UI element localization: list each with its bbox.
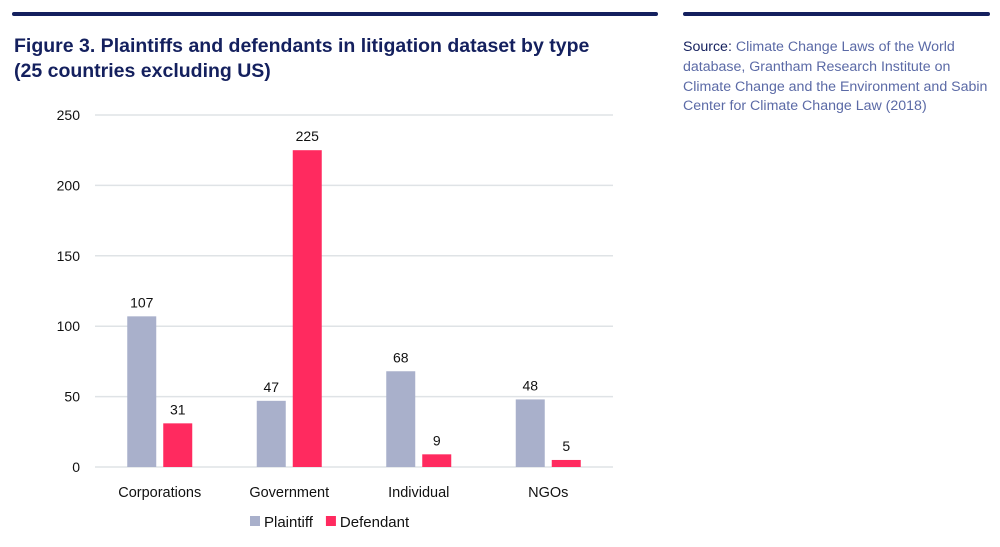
bar-defendant (422, 454, 452, 467)
y-tick-label: 50 (64, 389, 80, 405)
y-axis-ticks: 0 50 100 150 200 250 (57, 107, 81, 475)
category-labels: Corporations Government Individual NGOs (118, 485, 568, 501)
bar-plaintiff (256, 400, 286, 467)
y-tick-label: 150 (57, 248, 81, 264)
legend: Plaintiff Defendant (250, 514, 410, 531)
bar-plaintiff (127, 316, 157, 467)
bar-defendant (551, 459, 581, 467)
bar-plaintiff (515, 399, 545, 467)
data-labels: 107 31 47 225 68 9 48 5 (130, 128, 570, 454)
y-tick-label: 250 (57, 107, 81, 123)
source-note: Source: Climate Change Laws of the World… (683, 38, 998, 117)
bar-plaintiff (386, 371, 416, 467)
data-label: 5 (562, 438, 570, 454)
y-tick-label: 100 (57, 318, 81, 334)
chart-title-line-2: (25 countries excluding US) (14, 60, 271, 82)
chart-title-line-1: Figure 3. Plaintiffs and defendants in l… (14, 35, 590, 57)
data-label: 107 (130, 294, 154, 310)
source-label: Source: (683, 39, 732, 55)
top-rule-left (12, 12, 658, 16)
legend-label-defendant: Defendant (340, 514, 410, 531)
y-tick-label: 200 (57, 177, 81, 193)
data-label: 47 (263, 379, 279, 395)
bar-defendant (163, 423, 193, 467)
bar-defendant (292, 150, 322, 467)
data-label: 225 (296, 128, 320, 144)
data-label: 48 (522, 377, 538, 393)
top-rule-right (683, 12, 990, 16)
y-tick-label: 0 (72, 459, 80, 475)
legend-swatch-defendant (325, 516, 336, 526)
legend-swatch-plaintiff (250, 516, 260, 526)
bars (127, 150, 581, 467)
legend-label-plaintiff: Plaintiff (264, 514, 314, 531)
data-label: 31 (170, 401, 186, 417)
chart-title: Figure 3. Plaintiffs and defendants in l… (14, 34, 674, 84)
source-text: Climate Change Laws of the World databas… (683, 39, 988, 115)
x-category-label: Individual (388, 485, 449, 501)
x-category-label: NGOs (528, 485, 568, 501)
data-label: 9 (433, 432, 441, 448)
x-category-label: Corporations (118, 485, 201, 501)
x-category-label: Government (249, 485, 329, 501)
data-label: 68 (393, 349, 409, 365)
